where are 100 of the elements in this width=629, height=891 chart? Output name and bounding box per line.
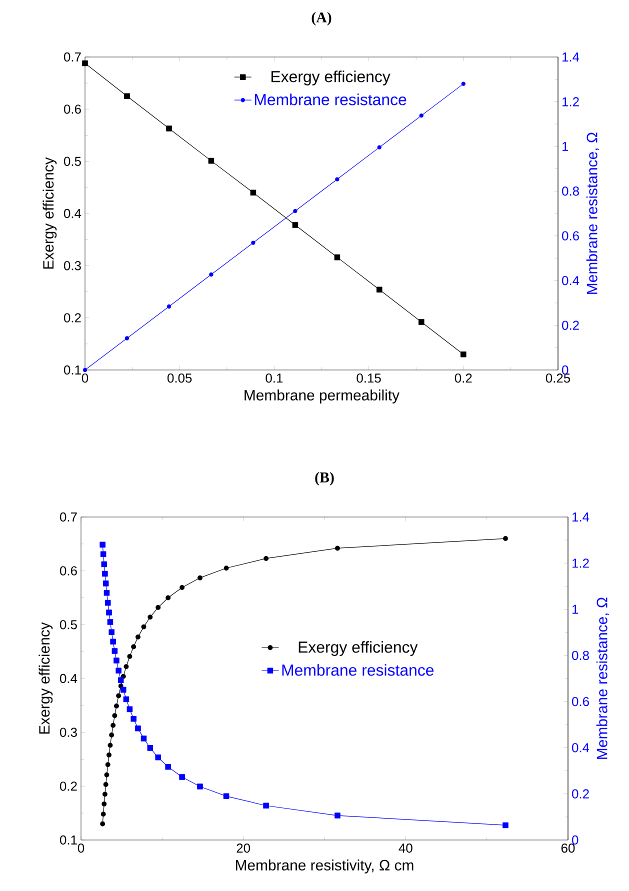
x-tick-label: 0.1 [266,374,283,383]
point [135,725,141,732]
y-tick-label: 0.5 [64,156,81,166]
point [116,693,122,698]
y-tick-label: 0.5 [60,620,77,630]
y2-tick-label: 0 [562,365,568,375]
y-tick-label: 0.7 [64,52,81,62]
point [460,351,466,358]
point [126,706,133,712]
point [165,764,171,770]
point [108,629,114,636]
point [251,240,256,245]
point [124,336,130,340]
y-tick-label: 0.2 [60,782,77,791]
x-tick-label: 0.25 [546,374,570,383]
y2-tick-label: 1.4 [572,512,590,522]
point [104,772,110,778]
x-axis-title: Membrane resistivity, Ω cm [236,860,414,874]
point [197,784,203,790]
point [461,82,466,86]
y-tick-label: 0.6 [60,566,77,576]
y2-tick-label: 0.6 [572,696,589,706]
point [334,546,340,551]
y-tick-label: 0.4 [60,674,78,684]
y2-tick-label: 0 [572,835,578,845]
x-axis-title: Membrane permeability [244,390,400,404]
point [376,286,382,293]
point [180,585,185,590]
y2-axis-title: Membrane resistance, Ω [586,132,600,294]
point [263,802,269,809]
y-tick-label: 0.3 [60,728,77,737]
point [104,600,111,606]
point [131,644,136,650]
y2-tick-label: 1 [572,604,578,614]
y2-tick-label: 1.2 [572,558,589,568]
point [114,703,119,708]
x-tick-label: 40 [398,844,412,853]
y2-tick-label: 0.8 [572,650,589,660]
point [135,634,140,640]
point [198,575,202,580]
x-tick-label: 0.05 [168,374,192,383]
chart-title: (B) [315,472,334,486]
x-tick-label: 0.15 [356,374,381,383]
chart-title: (A) [312,12,332,26]
y2-axis-title: Membrane resistance, Ω [596,598,610,759]
legend-label: Membrane resistance [254,94,406,106]
point [120,686,126,693]
point [503,536,508,542]
point [124,664,129,670]
point [102,801,107,806]
y-tick-label: 0.1 [64,365,81,375]
y-tick-label: 0.6 [64,104,81,114]
x-tick-label: 60 [561,844,575,853]
point [104,590,110,596]
point [105,762,110,768]
y2-tick-label: 1 [562,142,568,151]
point [100,551,106,558]
point [334,812,340,818]
point [103,782,108,788]
legend-label: Exergy efficiency [298,641,418,656]
point [107,619,114,625]
point [209,272,214,277]
y-axis-title: Exergy efficiency [42,157,57,269]
point [82,60,88,66]
point [100,542,106,548]
point [335,177,340,182]
point [110,638,116,644]
legend-label: Exergy efficiency [272,70,390,86]
y-axis-title: Exergy efficiency [38,622,53,734]
point [100,812,106,817]
point [112,713,118,718]
point [502,822,508,828]
point [114,658,120,664]
point [124,93,130,100]
legend-label: Membrane resistance [282,664,434,676]
point [166,126,172,132]
x-tick-label: 20 [236,844,250,853]
x-tick-label: 0 [82,374,88,383]
y2-tick-label: 0.4 [572,743,590,752]
point [110,722,116,728]
point [166,595,171,600]
y-tick-label: 0.1 [60,835,77,845]
point [106,610,112,616]
point [208,158,214,164]
y-tick-label: 0.7 [60,512,77,522]
x-tick-label: 0.2 [454,374,472,383]
point [118,677,124,684]
point [108,742,113,748]
point [293,208,298,214]
point [130,716,136,722]
point [264,556,269,561]
point [334,254,340,260]
y-tick-label: 0.4 [64,208,82,218]
point [155,754,161,760]
point [101,561,108,568]
point [377,145,382,150]
y2-tick-label: 0.4 [562,276,580,286]
point [82,368,88,372]
point [166,304,172,309]
point [112,648,118,654]
